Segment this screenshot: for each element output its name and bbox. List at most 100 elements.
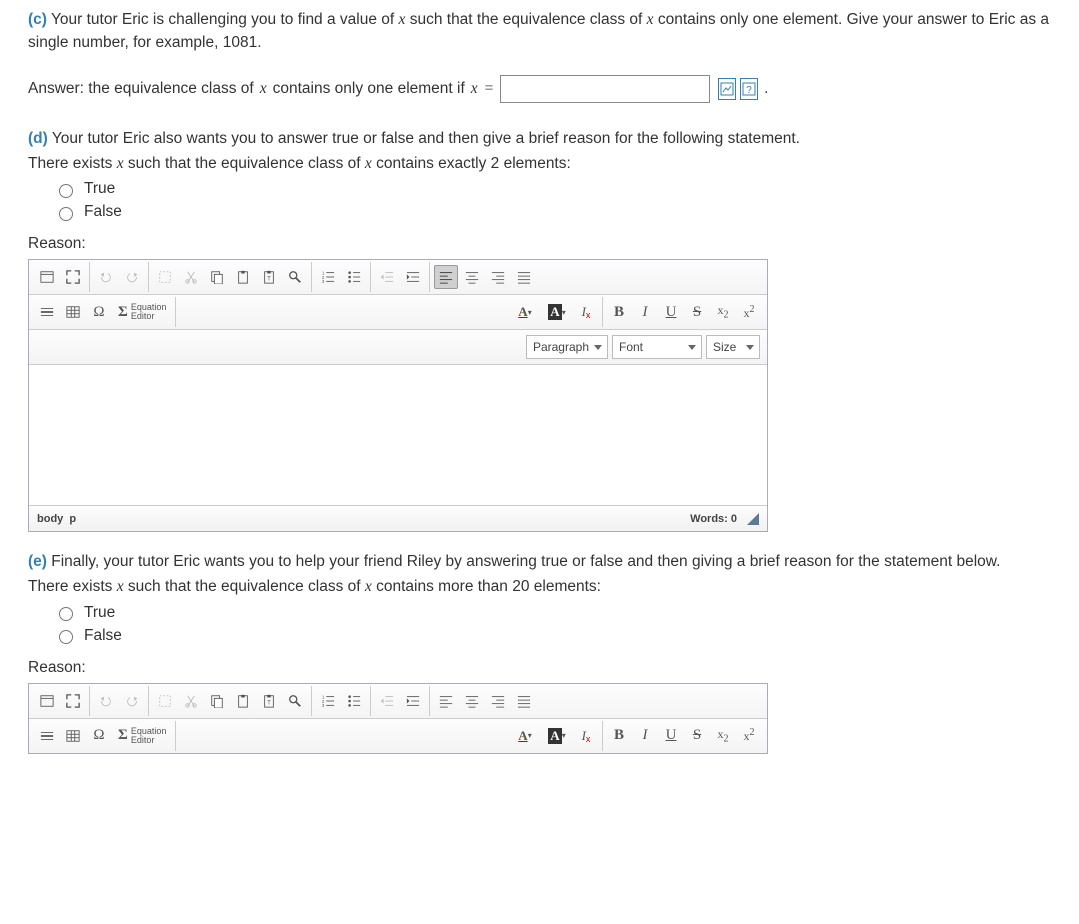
undo-icon[interactable] (94, 265, 118, 289)
align-right-icon[interactable] (486, 265, 510, 289)
cut-icon[interactable] (179, 689, 203, 713)
part-e-false-option[interactable]: False (54, 627, 1051, 645)
outdent-icon[interactable] (375, 689, 399, 713)
part-e-editor: T 123 Ω Σ (28, 683, 768, 754)
part-d-statement: There exists x such that the equivalence… (28, 152, 1051, 175)
maximize-icon[interactable] (61, 265, 85, 289)
paste-text-icon[interactable]: T (257, 689, 281, 713)
superscript-button[interactable]: x2 (737, 300, 761, 324)
align-center-icon[interactable] (460, 265, 484, 289)
italic-button[interactable]: I (633, 724, 657, 748)
redo-icon[interactable] (120, 265, 144, 289)
source-icon[interactable] (35, 689, 59, 713)
maximize-icon[interactable] (61, 689, 85, 713)
svg-text:3: 3 (322, 703, 325, 708)
part-d-question: (d) Your tutor Eric also wants you to an… (28, 127, 1051, 150)
part-e-radios: True False (54, 604, 1051, 645)
find-icon[interactable] (283, 689, 307, 713)
align-right-icon[interactable] (486, 689, 510, 713)
align-left-icon[interactable] (434, 265, 458, 289)
part-c-answer-row: Answer: the equivalence class of x conta… (28, 75, 1051, 103)
undo-icon[interactable] (94, 689, 118, 713)
editor-footer: body p Words: 0 (29, 505, 767, 531)
part-e-statement: There exists x such that the equivalence… (28, 575, 1051, 598)
editor2-toolbar-row-1: T 123 (29, 684, 767, 719)
part-c-answer-input[interactable] (500, 75, 710, 103)
part-e: (e) Finally, your tutor Eric wants you t… (28, 550, 1051, 754)
bold-button[interactable]: B (607, 300, 631, 324)
part-c-label: (c) (28, 11, 47, 28)
underline-button[interactable]: U (659, 724, 683, 748)
select-all-icon[interactable] (153, 689, 177, 713)
preview-icon[interactable] (718, 78, 736, 100)
equation-editor-button[interactable]: Σ EquationEditor (113, 724, 171, 748)
part-d-label: (d) (28, 130, 48, 147)
bullet-list-icon[interactable] (342, 265, 366, 289)
part-e-label: (e) (28, 553, 47, 570)
text-color-button[interactable]: A▾ (510, 300, 540, 324)
part-e-false-radio[interactable] (59, 630, 73, 644)
outdent-icon[interactable] (375, 265, 399, 289)
bg-color-button[interactable]: A▾ (542, 300, 572, 324)
font-dropdown[interactable]: Font (612, 335, 702, 359)
indent-icon[interactable] (401, 265, 425, 289)
italic-button[interactable]: I (633, 300, 657, 324)
hr-icon[interactable] (35, 300, 59, 324)
part-d-false-radio[interactable] (59, 207, 73, 221)
remove-format-icon[interactable]: Ix (574, 300, 598, 324)
subscript-button[interactable]: x2 (711, 724, 735, 748)
underline-button[interactable]: U (659, 300, 683, 324)
resize-handle-icon[interactable] (747, 513, 759, 525)
size-dropdown[interactable]: Size (706, 335, 760, 359)
text-color-button[interactable]: A▾ (510, 724, 540, 748)
indent-icon[interactable] (401, 689, 425, 713)
numbered-list-icon[interactable]: 123 (316, 689, 340, 713)
part-d-true-option[interactable]: True (54, 180, 1051, 198)
paste-icon[interactable] (231, 265, 255, 289)
table-icon[interactable] (61, 724, 85, 748)
editor-element-path[interactable]: body p (37, 513, 76, 525)
table-icon[interactable] (61, 300, 85, 324)
svg-text:3: 3 (322, 279, 325, 284)
paragraph-dropdown[interactable]: Paragraph (526, 335, 608, 359)
bg-color-button[interactable]: A▾ (542, 724, 572, 748)
part-d-true-radio[interactable] (59, 184, 73, 198)
source-icon[interactable] (35, 265, 59, 289)
find-icon[interactable] (283, 265, 307, 289)
bold-button[interactable]: B (607, 724, 631, 748)
part-e-question: (e) Finally, your tutor Eric wants you t… (28, 550, 1051, 573)
align-justify-icon[interactable] (512, 689, 536, 713)
help-icon[interactable]: ? (740, 78, 758, 100)
editor-body[interactable] (29, 365, 767, 505)
align-justify-icon[interactable] (512, 265, 536, 289)
part-d-false-option[interactable]: False (54, 203, 1051, 221)
svg-text:?: ? (746, 85, 752, 96)
hr-icon[interactable] (35, 724, 59, 748)
align-left-icon[interactable] (434, 689, 458, 713)
part-d-editor: T 123 Ω Σ (28, 259, 768, 532)
strike-button[interactable]: S (685, 724, 709, 748)
paste-text-icon[interactable]: T (257, 265, 281, 289)
editor-toolbar-row-2: Ω Σ EquationEditor A▾ A▾ Ix B I U S x2 x… (29, 295, 767, 330)
subscript-button[interactable]: x2 (711, 300, 735, 324)
select-all-icon[interactable] (153, 265, 177, 289)
editor-toolbar-row-1: T 123 (29, 260, 767, 295)
part-e-true-radio[interactable] (59, 607, 73, 621)
cut-icon[interactable] (179, 265, 203, 289)
equation-editor-button[interactable]: Σ EquationEditor (113, 300, 171, 324)
copy-icon[interactable] (205, 265, 229, 289)
superscript-button[interactable]: x2 (737, 724, 761, 748)
special-char-icon[interactable]: Ω (87, 724, 111, 748)
special-char-icon[interactable]: Ω (87, 300, 111, 324)
copy-icon[interactable] (205, 689, 229, 713)
part-d: (d) Your tutor Eric also wants you to an… (28, 127, 1051, 533)
remove-format-icon[interactable]: Ix (574, 724, 598, 748)
editor2-toolbar-row-2: Ω Σ EquationEditor A▾ A▾ Ix B I U S x2 x… (29, 719, 767, 753)
numbered-list-icon[interactable]: 123 (316, 265, 340, 289)
paste-icon[interactable] (231, 689, 255, 713)
strike-button[interactable]: S (685, 300, 709, 324)
part-e-true-option[interactable]: True (54, 604, 1051, 622)
redo-icon[interactable] (120, 689, 144, 713)
align-center-icon[interactable] (460, 689, 484, 713)
bullet-list-icon[interactable] (342, 689, 366, 713)
